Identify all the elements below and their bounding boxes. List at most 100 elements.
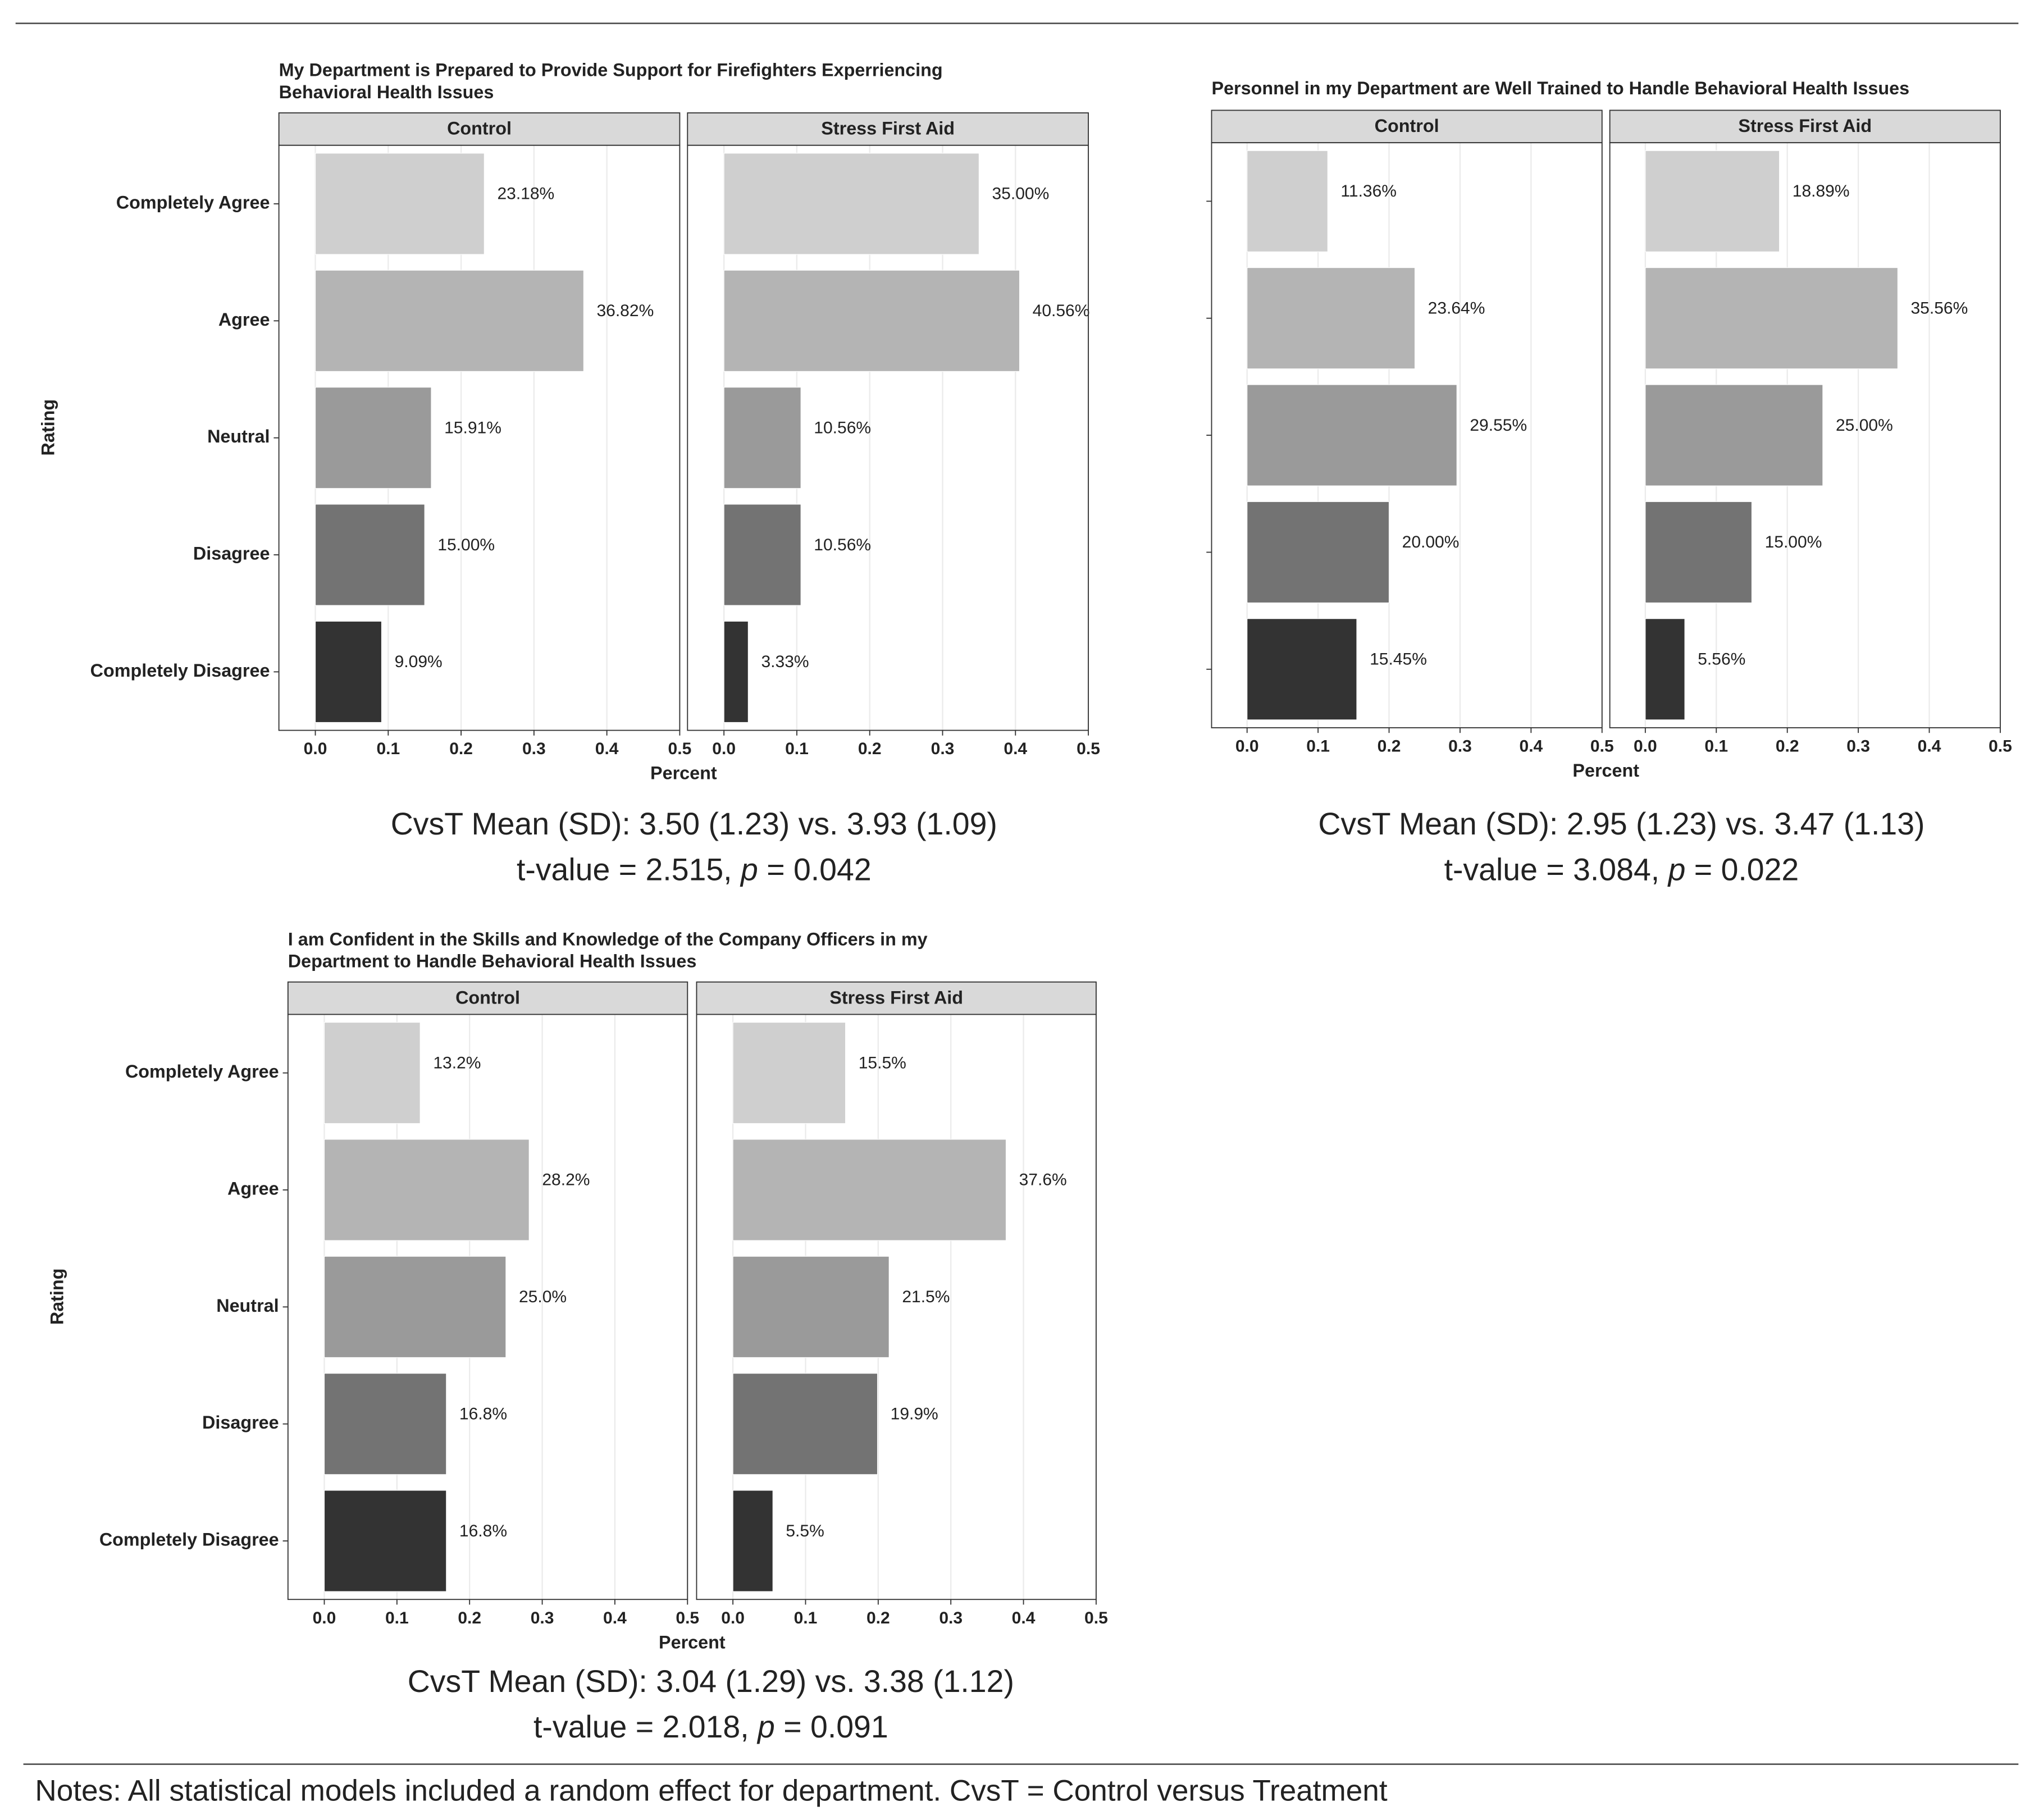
panel-border [1609, 142, 2001, 728]
chart-title: I am Confident in the Skills and Knowled… [288, 929, 928, 949]
x-tick-label: 0.4 [595, 740, 619, 758]
strip-label: Control [447, 118, 512, 139]
bar [732, 1021, 846, 1124]
x-tick-label: 0.1 [385, 1609, 409, 1627]
value-label: 23.18% [497, 185, 554, 203]
x-tick-label: 0.3 [1846, 737, 1870, 756]
value-label: 15.00% [437, 536, 495, 554]
x-tick-label: 0.4 [603, 1609, 627, 1627]
strip [1211, 110, 1603, 144]
x-tick-label: 0.5 [1084, 1609, 1108, 1627]
bar [314, 504, 425, 606]
x-tick-label: 0.5 [1989, 737, 2012, 756]
x-tick-label: 0.3 [1448, 737, 1472, 756]
x-tick-label: 0.2 [1776, 737, 1799, 756]
bar [1247, 384, 1457, 486]
value-label: 25.00% [1836, 416, 1893, 435]
strip [287, 981, 688, 1015]
x-tick-label: 0.1 [794, 1609, 818, 1627]
x-tick-label: 0.1 [1704, 737, 1728, 756]
chart-title: Behavioral Health Issues [279, 82, 494, 102]
strip-label: Control [1375, 116, 1439, 136]
bar [723, 621, 749, 723]
panel-border [687, 144, 1089, 731]
y-tick-label: Completely Disagree [90, 660, 270, 681]
bar [723, 387, 801, 489]
x-tick-label: 0.2 [866, 1609, 890, 1627]
y-axis-label: Rating [47, 1269, 67, 1325]
x-tick-label: 0.5 [1077, 740, 1100, 758]
bar [732, 1373, 878, 1475]
y-tick-label: Completely Disagree [99, 1530, 279, 1550]
bar [723, 153, 979, 255]
x-tick-label: 0.3 [931, 740, 955, 758]
strip [687, 112, 1089, 146]
x-tick-label: 0.2 [458, 1609, 481, 1627]
bar [314, 270, 584, 372]
y-axis-label: Rating [38, 399, 58, 456]
value-label: 15.00% [1765, 533, 1822, 551]
value-label: 3.33% [761, 653, 809, 671]
bar [1645, 150, 1780, 253]
x-tick-label: 0.3 [939, 1609, 963, 1627]
value-label: 18.89% [1793, 182, 1850, 200]
bar [1247, 618, 1357, 720]
value-label: 21.5% [902, 1288, 950, 1306]
y-tick-label: Neutral [216, 1296, 279, 1316]
value-label: 5.56% [1698, 650, 1745, 669]
x-tick-label: 0.4 [1012, 1609, 1036, 1627]
notes: Notes: All statistical models included a… [35, 1774, 1387, 1807]
value-label: 25.0% [519, 1288, 567, 1306]
y-tick-label: Agree [227, 1179, 279, 1199]
value-label: 5.5% [786, 1522, 824, 1540]
bar [314, 621, 382, 723]
value-label: 40.56% [1033, 302, 1090, 320]
bar [1247, 267, 1416, 370]
bar [323, 1373, 447, 1475]
panel-border [1211, 142, 1603, 728]
value-label: 37.6% [1019, 1171, 1067, 1189]
stats-line: CvsT Mean (SD): 2.95 (1.23) vs. 3.47 (1.… [1318, 806, 1924, 841]
x-tick-label: 0.0 [304, 740, 327, 758]
x-tick-label: 0.2 [1378, 737, 1401, 756]
value-label: 15.5% [859, 1053, 906, 1072]
bar [732, 1256, 890, 1358]
bar [732, 1490, 773, 1592]
stats-line: t-value = 2.018, p = 0.091 [533, 1709, 888, 1744]
x-tick-label: 0.1 [785, 740, 809, 758]
x-tick-label: 0.5 [668, 740, 692, 758]
stats-line: t-value = 2.515, p = 0.042 [517, 852, 872, 887]
x-tick-label: 0.4 [1520, 737, 1543, 756]
y-tick-label: Completely Agree [116, 193, 270, 213]
bar [723, 270, 1020, 372]
strip-label: Stress First Aid [829, 987, 963, 1007]
bar [323, 1490, 447, 1592]
stats-segment: t-value = 2.018, [533, 1709, 758, 1744]
bar [323, 1256, 507, 1358]
value-label: 16.8% [459, 1522, 507, 1540]
value-label: 35.00% [992, 185, 1049, 203]
x-tick-label: 0.2 [858, 740, 882, 758]
bar [1247, 150, 1328, 253]
chart-title: My Department is Prepared to Provide Sup… [279, 60, 943, 80]
value-label: 20.00% [1402, 533, 1460, 551]
y-tick-label: Disagree [202, 1412, 279, 1433]
bar [1645, 501, 1753, 604]
strip [278, 112, 681, 146]
x-axis-label: Percent [1572, 760, 1639, 781]
stats-segment: p [1667, 852, 1686, 887]
y-tick-label: Disagree [193, 544, 270, 564]
bar [732, 1139, 1007, 1241]
value-label: 15.91% [444, 418, 501, 437]
x-tick-label: 0.0 [721, 1609, 745, 1627]
stats-segment: t-value = 2.515, [517, 852, 741, 887]
x-tick-label: 0.3 [531, 1609, 554, 1627]
bar [1645, 267, 1898, 370]
bar [1645, 618, 1685, 720]
stats-segment: = 0.091 [775, 1709, 888, 1744]
strip-label: Stress First Aid [821, 118, 955, 139]
stats-segment: p [740, 852, 758, 887]
stats-segment: p [756, 1709, 775, 1744]
x-tick-label: 0.5 [676, 1609, 699, 1627]
